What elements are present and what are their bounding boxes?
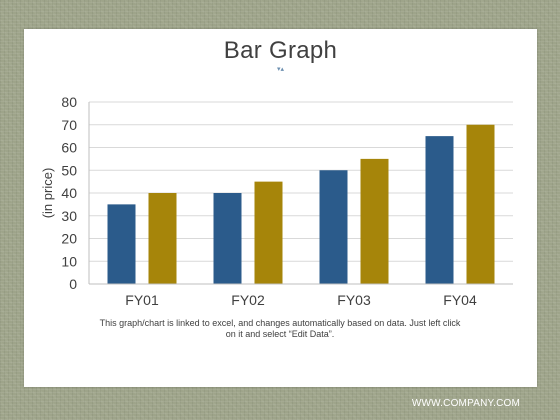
bar-series2-fy04[interactable] xyxy=(466,124,495,284)
bars xyxy=(107,124,495,284)
bar-chart[interactable]: 0 10 20 30 40 50 60 70 80 FY01 FY02 FY03 FY04 (in pr… xyxy=(24,29,537,319)
x-tick-label: FY02 xyxy=(231,292,265,308)
bar-series2-fy01[interactable] xyxy=(148,193,177,284)
y-tick-label: 80 xyxy=(61,94,77,110)
bar-series1-fy03[interactable] xyxy=(319,170,348,284)
y-tick-label: 60 xyxy=(61,140,77,156)
bar-series2-fy03[interactable] xyxy=(360,158,389,284)
y-tick-label: 40 xyxy=(61,185,77,201)
bar-series1-fy04[interactable] xyxy=(425,136,454,284)
bar-series1-fy02[interactable] xyxy=(213,193,242,284)
chart-caption: This graph/chart is linked to excel, and… xyxy=(99,318,461,339)
slide-title: Bar Graph xyxy=(223,37,338,64)
bar-series1-fy01[interactable] xyxy=(107,204,136,284)
y-tick-label: 0 xyxy=(69,276,77,292)
y-tick-label: 70 xyxy=(61,117,77,133)
y-axis-label: (in price) xyxy=(40,168,55,219)
x-tick-label: FY01 xyxy=(125,292,159,308)
title-ornament-icon: ▾▴ xyxy=(276,66,285,73)
slide-card: Bar Graph ▾▴ 0 10 20 30 40 50 60 70 80 FY01 FY02 FY… xyxy=(24,29,537,387)
footer-website: WWW.COMPANY.COM xyxy=(411,398,520,409)
axes: 0 10 20 30 40 50 60 70 80 FY01 FY02 FY03 FY04 xyxy=(61,94,513,308)
x-tick-label: FY03 xyxy=(337,292,371,308)
y-tick-label: 20 xyxy=(61,231,77,247)
x-tick-label: FY04 xyxy=(443,292,477,308)
y-tick-label: 10 xyxy=(61,253,77,269)
y-tick-label: 50 xyxy=(61,162,77,178)
y-tick-label: 30 xyxy=(61,208,77,224)
bar-series2-fy02[interactable] xyxy=(254,181,283,284)
